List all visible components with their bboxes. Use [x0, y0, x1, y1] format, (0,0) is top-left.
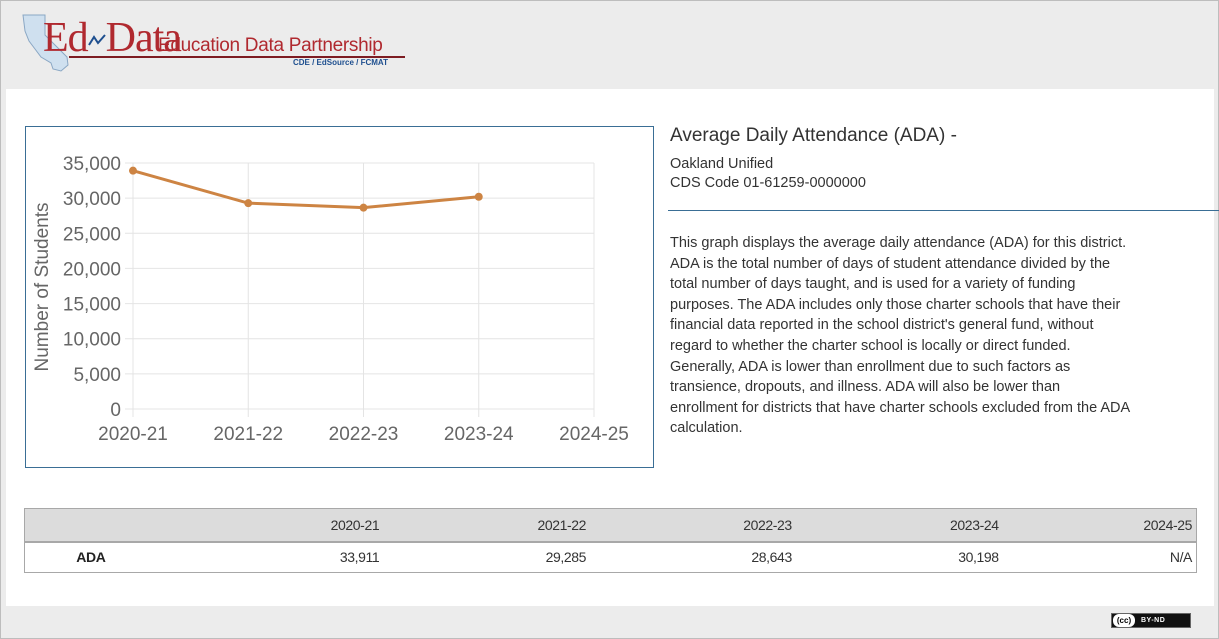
table-cell: 29,285 [545, 549, 587, 566]
y-tick-label: 0 [110, 400, 121, 421]
data-point[interactable] [129, 166, 137, 175]
table-cell: 28,643 [751, 549, 792, 566]
table-header-cell: 2024-25 [1002, 508, 1197, 543]
eddata-logo[interactable]: Ed Data Education Data Partnership CDE / … [21, 13, 421, 75]
y-tick-label: 15,000 [63, 295, 121, 316]
chart-description: This graph displays the average daily at… [670, 235, 1130, 437]
ada-data-table: 2020-21 2021-22 2022-23 2023-24 2024-25 … [24, 508, 1197, 573]
license-text: BY-ND [1141, 617, 1166, 624]
header: Ed Data Education Data Partnership CDE / … [1, 1, 1218, 89]
series-line [132, 169, 479, 210]
x-tick-label: 2024-25 [559, 424, 629, 445]
table-header-cell [24, 508, 178, 543]
trend-line-icon [87, 34, 106, 46]
chart-grid [125, 162, 595, 417]
y-axis-label: Number of Students [32, 203, 53, 372]
data-point[interactable] [474, 192, 483, 201]
table-header-cell: 2021-22 [383, 508, 591, 543]
x-tick-label: 2022-23 [329, 424, 399, 445]
x-tick-label: 2021-22 [213, 424, 283, 445]
data-point[interactable] [244, 199, 253, 208]
y-tick-label: 35,000 [63, 154, 121, 175]
y-tick-label: 5,000 [73, 365, 121, 386]
table-row: ADA 33,911 29,285 28,643 30,198 N/A [24, 541, 1197, 573]
data-point[interactable] [359, 203, 368, 212]
california-map-icon [22, 14, 69, 72]
chart-canvas: 0 5,000 10,000 15,000 20,000 25,000 30,000 35,0… [32, 154, 629, 445]
table-cell: N/A [1169, 549, 1193, 566]
table-header-cell: 2020-21 [177, 508, 384, 543]
logo-tagline: Education Data Partnership [158, 35, 383, 56]
table-header-cell: 2022-23 [590, 508, 796, 543]
info-divider [668, 210, 1219, 211]
chart-series [129, 166, 483, 212]
district-name: Oakland Unified [670, 156, 774, 172]
table-header-cell: 2023-24 [795, 508, 1003, 543]
table-cell: 30,198 [958, 549, 999, 566]
logo-partners: CDE / EdSource / FCMAT [293, 58, 388, 67]
y-tick-label: 20,000 [63, 259, 121, 280]
x-tick-label: 2020-21 [98, 424, 168, 445]
table-cell: 33,911 [339, 549, 380, 566]
creative-commons-license-badge[interactable]: (cc) BY-ND [1111, 613, 1191, 628]
y-tick-label: 30,000 [63, 189, 121, 210]
content-panel: 0 5,000 10,000 15,000 20,000 25,000 30,000 35,0… [6, 89, 1219, 606]
table-header-row: 2020-21 2021-22 2022-23 2023-24 2024-25 [24, 508, 1197, 543]
logo-underline [69, 56, 405, 58]
info-panel: Average Daily Attendance (ADA) - Oakland… [670, 125, 1214, 193]
row-label: ADA [76, 549, 106, 566]
y-tick-label: 10,000 [63, 330, 121, 351]
chart-title: Average Daily Attendance (ADA) - [670, 125, 957, 146]
cc-icon: (cc) [1113, 614, 1135, 627]
x-tick-label: 2023-24 [444, 424, 514, 445]
y-tick-label: 25,000 [63, 224, 121, 245]
cds-code: CDS Code 01-61259-0000000 [670, 175, 866, 191]
ada-chart: 0 5,000 10,000 15,000 20,000 25,000 30,000 35,0… [25, 126, 654, 468]
logo-wordmark: Ed Data [43, 15, 182, 61]
chart-axes: 0 5,000 10,000 15,000 20,000 25,000 30,000 35,0… [63, 154, 629, 445]
